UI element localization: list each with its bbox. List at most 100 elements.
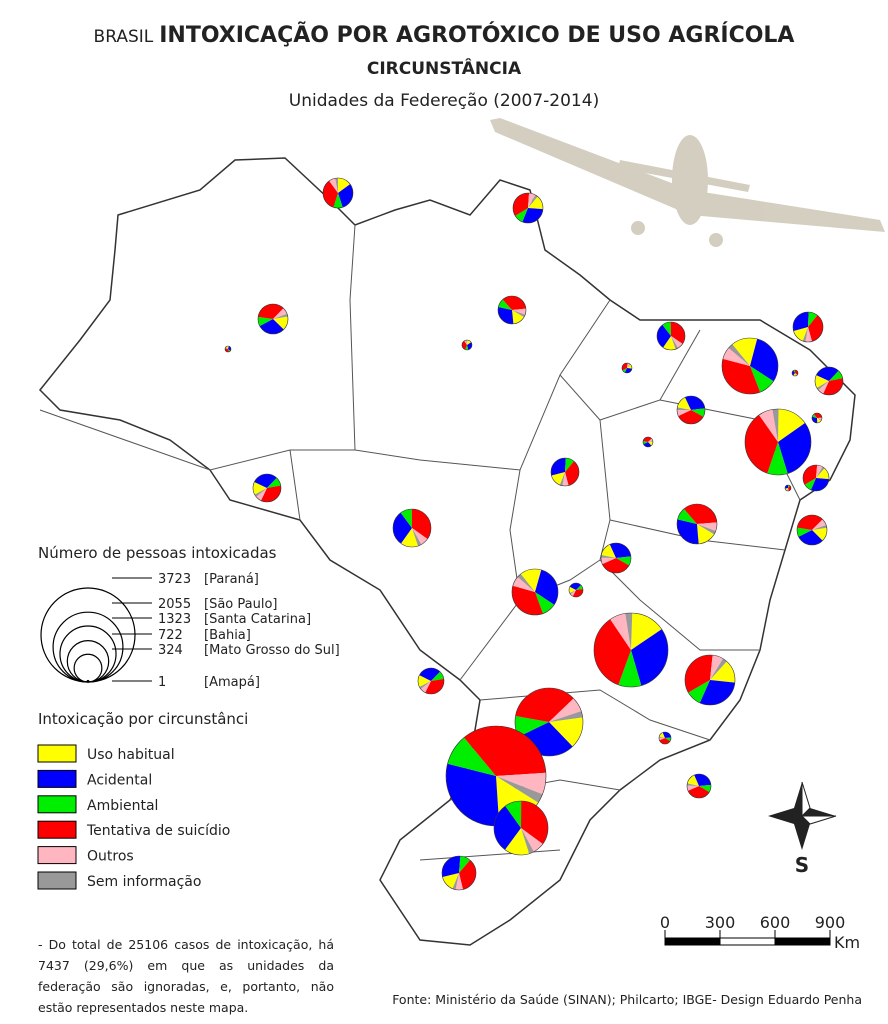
pie-slice xyxy=(267,477,281,488)
legend-swatch xyxy=(37,744,77,763)
pie-slice xyxy=(688,680,710,703)
pie-slice xyxy=(254,474,277,488)
pie-slice xyxy=(466,340,468,345)
pie-slice xyxy=(659,736,665,738)
pie-outline xyxy=(497,295,527,325)
title-prefix: BRASIL xyxy=(94,27,154,47)
pie-slice xyxy=(228,349,231,352)
pie-outline xyxy=(656,321,686,351)
pie-slice xyxy=(498,299,512,310)
pie-slice xyxy=(420,681,431,693)
size-value: 3723 xyxy=(158,572,191,587)
pie-slice xyxy=(512,576,535,592)
pie-outline xyxy=(593,612,669,688)
pie-slice xyxy=(631,629,668,686)
pie-slice xyxy=(601,554,616,558)
pie-slice xyxy=(816,367,839,381)
pie xyxy=(512,192,544,224)
pie-slice xyxy=(228,346,232,351)
pie-slice xyxy=(677,397,691,410)
pie xyxy=(417,667,445,695)
pie-slice xyxy=(273,313,288,319)
pie-slice xyxy=(648,440,653,442)
size-value: 1 xyxy=(158,675,166,690)
pie-slice xyxy=(699,784,711,793)
pie-slice xyxy=(551,472,565,486)
pie-slice xyxy=(812,414,817,418)
pie-slice xyxy=(778,409,806,442)
compass-label: S xyxy=(795,853,809,877)
note: - Do total de 25106 casos de intoxicação… xyxy=(38,937,334,1015)
pie xyxy=(658,731,672,745)
pie-slice xyxy=(811,416,818,423)
legend-swatch xyxy=(37,769,77,788)
pie-slice xyxy=(459,856,471,873)
size-circle xyxy=(52,611,124,683)
legend-label: Sem informação xyxy=(87,874,201,890)
pie-slice xyxy=(750,338,779,382)
pie-slice xyxy=(785,485,789,489)
size-region: [Paraná] xyxy=(204,572,259,587)
pie-outline xyxy=(784,484,792,492)
size-circle xyxy=(86,679,90,683)
pie-slice xyxy=(786,488,788,491)
legend-swatch xyxy=(37,820,77,839)
pie xyxy=(642,436,654,448)
pie xyxy=(593,612,669,688)
pie xyxy=(796,514,828,546)
pie-slice xyxy=(446,763,500,826)
pie-slice xyxy=(795,373,798,376)
pie-slice xyxy=(412,528,428,545)
pie xyxy=(791,369,799,377)
pie-slice xyxy=(670,322,685,344)
pie-outline xyxy=(512,192,544,224)
pie-slice xyxy=(678,410,704,425)
pie-slice xyxy=(677,508,697,524)
pie-slice xyxy=(795,373,797,376)
pie-outline xyxy=(511,568,559,616)
pie-slice xyxy=(643,442,652,448)
pie xyxy=(461,339,473,351)
pie-slice xyxy=(627,363,630,368)
pie xyxy=(441,855,477,891)
pie-slice xyxy=(496,772,546,795)
pie-outline xyxy=(600,542,632,574)
pie-slice xyxy=(502,296,526,310)
pie-slice xyxy=(258,303,284,319)
pie-slice xyxy=(793,327,808,342)
pie-slice xyxy=(816,468,830,480)
pie-slice xyxy=(805,327,812,342)
pie-slice xyxy=(665,737,671,742)
pie-slice xyxy=(808,312,818,327)
compass: S xyxy=(768,781,837,877)
pie-outline xyxy=(814,366,844,396)
pie-slice xyxy=(392,512,412,544)
pie xyxy=(684,654,736,706)
pie-slice xyxy=(745,414,778,474)
pie-slice xyxy=(797,515,823,530)
legend-swatch xyxy=(37,846,77,865)
pie-outline xyxy=(721,337,779,395)
legend-label: Ambiental xyxy=(87,798,158,814)
pie-slice xyxy=(812,524,827,530)
pie-outline xyxy=(568,582,584,598)
brazil-outline xyxy=(38,157,856,946)
pie-slice xyxy=(710,655,723,680)
size-legend-title: Número de pessoas intoxicadas xyxy=(38,544,277,562)
pie-slice xyxy=(338,178,351,193)
pie-outline xyxy=(493,800,549,856)
pie-slice xyxy=(452,873,459,890)
pie xyxy=(792,311,824,343)
pie-slice xyxy=(823,378,843,396)
pie-outline xyxy=(621,362,633,374)
pie-slice xyxy=(659,737,665,741)
pie-slice xyxy=(812,519,827,530)
pie xyxy=(686,773,712,799)
pie-slice xyxy=(569,583,581,590)
pie-slice xyxy=(419,668,441,681)
pie-slice xyxy=(697,524,716,535)
pie-slice xyxy=(447,737,496,776)
pie-outline xyxy=(461,339,473,351)
